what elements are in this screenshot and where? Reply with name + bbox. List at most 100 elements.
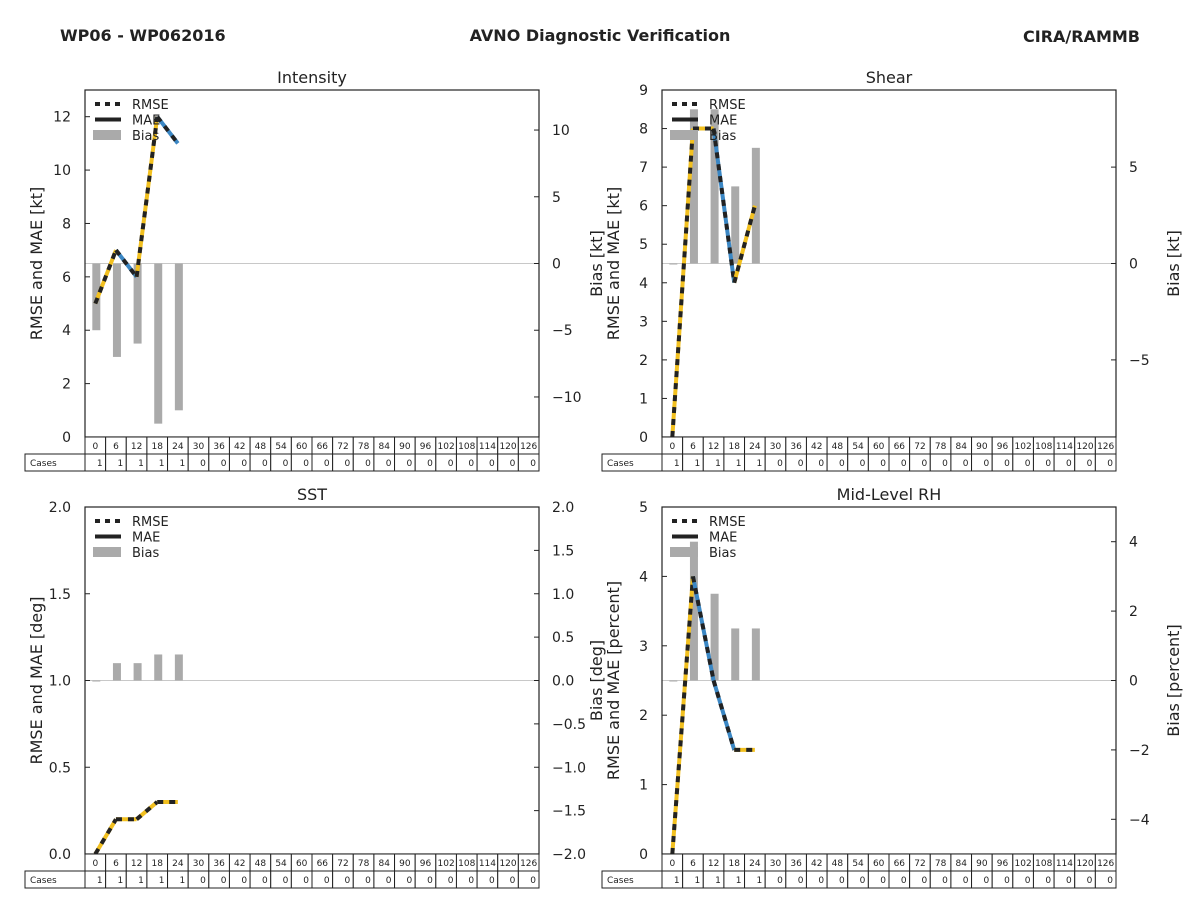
right-tick-label: 0 bbox=[552, 257, 561, 273]
case-count: 0 bbox=[963, 459, 969, 469]
case-count: 0 bbox=[303, 459, 309, 469]
case-count: 1 bbox=[118, 459, 124, 469]
left-tick-label: 1.5 bbox=[49, 587, 71, 603]
case-count: 0 bbox=[1066, 459, 1072, 469]
hour-label: 42 bbox=[234, 859, 245, 869]
hour-label: 0 bbox=[669, 442, 675, 452]
case-count: 0 bbox=[777, 459, 783, 469]
bias-bar bbox=[751, 628, 760, 681]
case-count: 0 bbox=[303, 876, 309, 886]
right-tick-label: 1.0 bbox=[552, 587, 574, 603]
left-tick-label: 4 bbox=[639, 569, 648, 585]
left-tick-label: 3 bbox=[639, 314, 648, 330]
legend-label: Bias bbox=[709, 546, 736, 561]
right-tick-label: −10 bbox=[552, 390, 582, 406]
right-axis-label: Bias [deg] bbox=[587, 640, 606, 721]
hour-label: 120 bbox=[499, 859, 516, 869]
case-count: 0 bbox=[468, 876, 474, 886]
case-count: 0 bbox=[839, 876, 845, 886]
case-count: 0 bbox=[448, 459, 454, 469]
hour-label: 48 bbox=[832, 442, 844, 452]
bias-bar bbox=[112, 263, 121, 357]
legend-label: Bias bbox=[132, 546, 159, 561]
case-count: 1 bbox=[138, 876, 144, 886]
cases-header-label: Cases bbox=[607, 876, 634, 886]
case-count: 0 bbox=[283, 876, 289, 886]
panel-sst: SST 0.0 0.5 1.0 1.5 2.0 −2.0 −1.5 −1.0 −0.5 0.0 0.5… bbox=[24, 485, 606, 889]
hour-label: 54 bbox=[852, 859, 864, 869]
left-tick-label: 5 bbox=[639, 237, 648, 253]
panel-title: SST bbox=[297, 485, 327, 504]
hour-label: 120 bbox=[499, 442, 516, 452]
left-tick-label: 0 bbox=[639, 847, 648, 863]
rmse-line-segment bbox=[690, 576, 716, 681]
left-tick-label: 0.0 bbox=[49, 847, 71, 863]
case-count: 0 bbox=[365, 876, 371, 886]
hour-label: 84 bbox=[956, 442, 968, 452]
hour-label: 12 bbox=[131, 442, 142, 452]
hour-label: 18 bbox=[729, 859, 741, 869]
case-count: 0 bbox=[1107, 876, 1113, 886]
case-count: 0 bbox=[262, 876, 268, 886]
hour-label: 48 bbox=[255, 442, 267, 452]
case-count: 0 bbox=[983, 876, 989, 886]
left-tick-label: 4 bbox=[62, 323, 71, 339]
right-tick-label: 2 bbox=[1129, 604, 1138, 620]
case-count: 0 bbox=[942, 459, 948, 469]
case-count: 0 bbox=[880, 459, 886, 469]
hour-label: 24 bbox=[749, 859, 761, 869]
hour-label: 36 bbox=[790, 859, 802, 869]
case-count: 0 bbox=[427, 459, 433, 469]
hour-label: 126 bbox=[520, 442, 537, 452]
cases-header-label: Cases bbox=[607, 459, 634, 469]
case-count: 1 bbox=[138, 459, 144, 469]
case-count: 1 bbox=[179, 876, 185, 886]
rmse-line-segment bbox=[135, 800, 159, 821]
bias-bar bbox=[710, 109, 719, 264]
hour-label: 96 bbox=[420, 442, 432, 452]
rmse-line-segment bbox=[711, 128, 737, 284]
case-count: 1 bbox=[674, 876, 680, 886]
case-count: 0 bbox=[200, 876, 206, 886]
case-count: 0 bbox=[386, 876, 392, 886]
left-axis-label: RMSE and MAE [deg] bbox=[27, 596, 46, 764]
case-count: 0 bbox=[406, 876, 412, 886]
case-count: 0 bbox=[200, 459, 206, 469]
right-tick-label: 1.5 bbox=[552, 543, 574, 559]
case-count: 0 bbox=[1087, 459, 1093, 469]
bias-bar bbox=[731, 186, 740, 264]
left-tick-label: 2 bbox=[639, 353, 648, 369]
case-count: 0 bbox=[1025, 876, 1031, 886]
right-tick-label: 4 bbox=[1129, 535, 1138, 551]
hour-label: 0 bbox=[669, 859, 675, 869]
legend-bias-swatch bbox=[670, 547, 698, 557]
hour-label: 78 bbox=[935, 859, 947, 869]
case-count: 0 bbox=[1004, 876, 1010, 886]
bias-bar bbox=[710, 593, 719, 681]
case-count: 0 bbox=[818, 459, 824, 469]
hour-label: 24 bbox=[172, 859, 184, 869]
case-count: 0 bbox=[489, 459, 495, 469]
case-count: 1 bbox=[736, 876, 742, 886]
rmse-line-segment bbox=[670, 128, 695, 438]
right-tick-label: 10 bbox=[552, 123, 570, 139]
case-count: 0 bbox=[510, 459, 516, 469]
cases-table: Cases01611211812413003604204805406006607… bbox=[601, 853, 1117, 889]
right-tick-label: −1.0 bbox=[552, 760, 586, 776]
case-count: 0 bbox=[406, 459, 412, 469]
left-tick-label: 10 bbox=[53, 163, 71, 179]
hour-label: 114 bbox=[479, 859, 496, 869]
hour-label: 96 bbox=[420, 859, 432, 869]
case-count: 0 bbox=[241, 459, 247, 469]
hour-label: 12 bbox=[708, 442, 719, 452]
hour-label: 102 bbox=[1015, 859, 1032, 869]
case-count: 0 bbox=[489, 876, 495, 886]
hour-label: 48 bbox=[255, 859, 267, 869]
case-cell bbox=[517, 453, 540, 472]
case-count: 1 bbox=[736, 459, 742, 469]
rmse-line-segment bbox=[711, 679, 737, 751]
case-count: 0 bbox=[530, 459, 536, 469]
left-tick-label: 2 bbox=[62, 377, 71, 393]
